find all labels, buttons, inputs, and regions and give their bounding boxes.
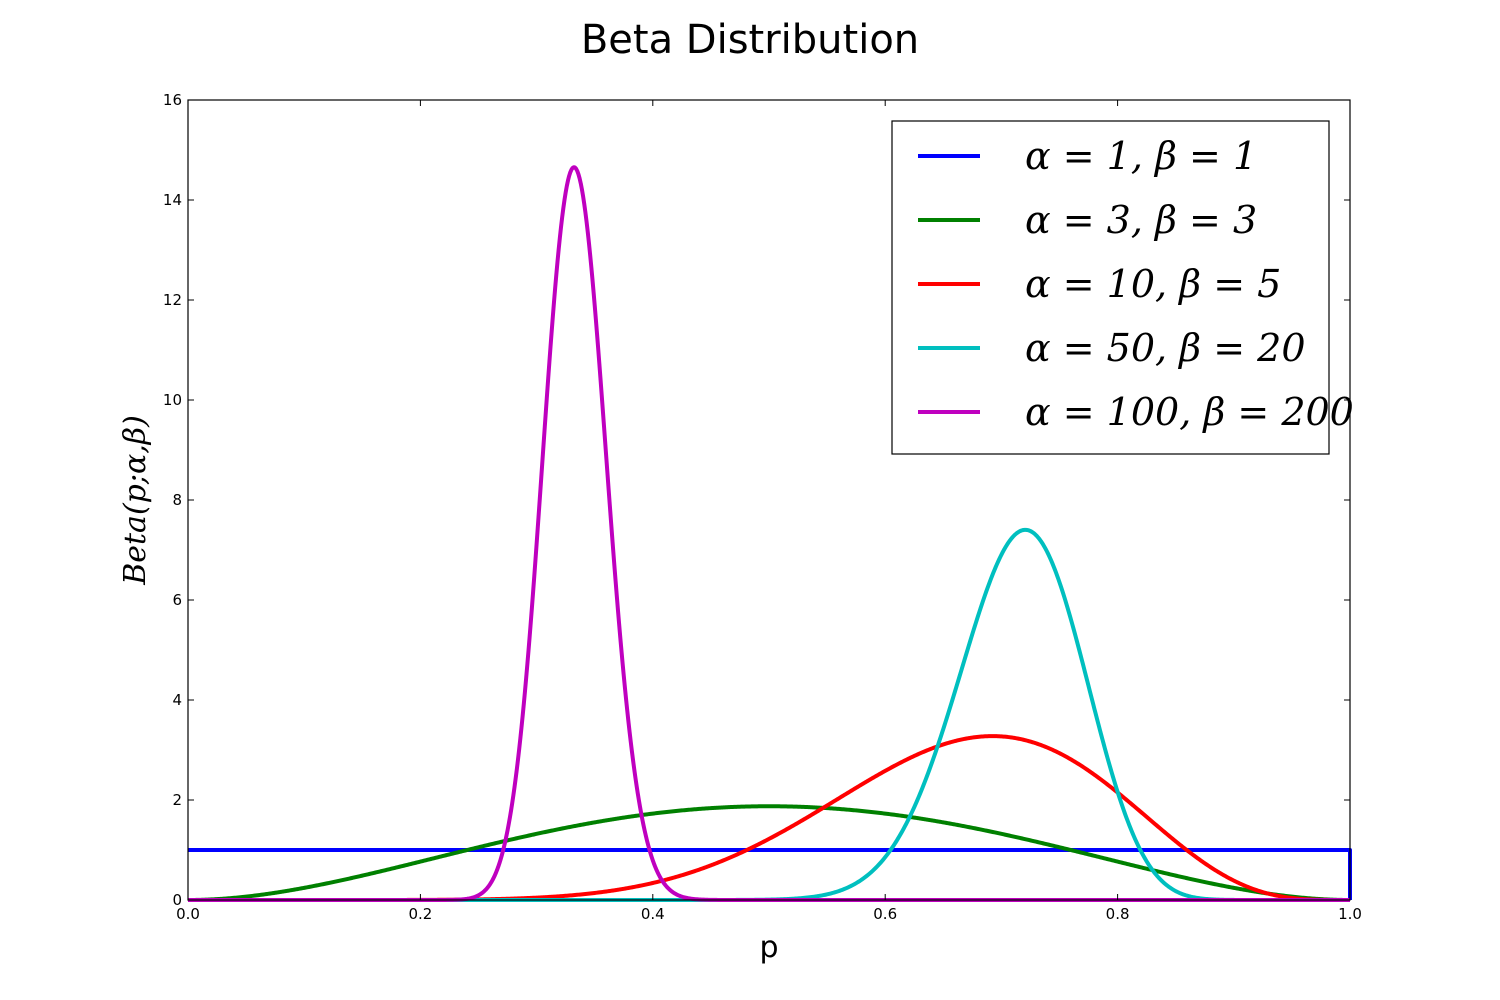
y-tick-label: 2: [172, 791, 182, 809]
legend-label: α = 50, β = 20: [1025, 326, 1306, 370]
y-tick-label: 12: [163, 291, 182, 309]
legend: α = 1, β = 1 α = 3, β = 3 α = 10, β = 5 α =…: [891, 120, 1354, 455]
legend-items: α = 1, β = 1 α = 3, β = 3 α = 10, β = 5 α =…: [918, 134, 1354, 434]
legend-label: α = 100, β = 200: [1025, 390, 1354, 434]
series-line-1: [187, 848, 1352, 900]
legend-box: [891, 120, 1330, 455]
y-axis-ticks: 0 2 4 6 8 10 12 14 16: [163, 91, 1350, 909]
x-tick-label: 0.4: [641, 905, 665, 923]
series-line-2: [187, 804, 1351, 902]
y-tick-label: 6: [172, 591, 182, 609]
chart-title: Beta Distribution: [581, 17, 919, 63]
x-axis-ticks: 0.0 0.2 0.4 0.6 0.8 1.0: [176, 100, 1362, 923]
y-tick-label: 16: [163, 91, 182, 109]
x-tick-label: 0.2: [408, 905, 432, 923]
x-tick-label: 0.0: [176, 905, 200, 923]
legend-label: α = 3, β = 3: [1025, 198, 1257, 242]
y-tick-label: 8: [172, 491, 182, 509]
x-tick-label: 0.8: [1106, 905, 1130, 923]
legend-label: α = 1, β = 1: [1025, 134, 1257, 178]
y-tick-label: 10: [163, 391, 182, 409]
legend-label: α = 10, β = 5: [1025, 262, 1281, 306]
y-tick-label: 0: [172, 891, 182, 909]
x-tick-label: 1.0: [1338, 905, 1362, 923]
x-tick-label: 0.6: [873, 905, 897, 923]
y-axis-label: Beta(p;α,β): [118, 415, 153, 586]
y-tick-label: 4: [172, 691, 182, 709]
x-axis-label: p: [759, 930, 778, 965]
y-tick-label: 14: [163, 191, 182, 209]
